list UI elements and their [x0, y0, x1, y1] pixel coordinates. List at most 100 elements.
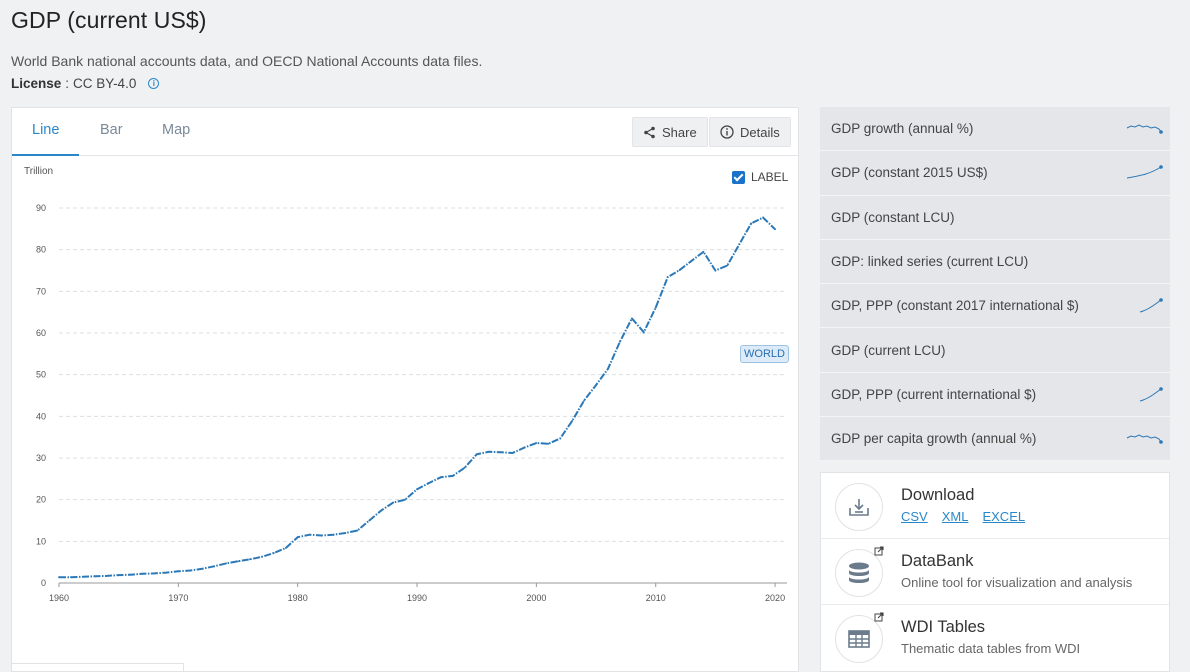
data-point	[595, 384, 597, 386]
data-point	[619, 340, 621, 343]
data-point	[308, 533, 311, 536]
related-indicator-label: GDP: linked series (current LCU)	[831, 254, 1029, 270]
y-tick-label: 50	[36, 370, 46, 380]
related-indicators: GDP growth (annual %) GDP (constant 2015 …	[820, 107, 1170, 462]
license-separator: :	[65, 76, 70, 91]
sparkline-icon	[1126, 165, 1163, 179]
data-point	[284, 547, 287, 549]
tab-line[interactable]: Line	[12, 108, 80, 156]
external-link-icon	[874, 546, 884, 556]
license: License : CC BY-4.0 i	[11, 76, 160, 91]
data-point	[404, 498, 406, 501]
databank-row[interactable]: DataBank Online tool for visualization a…	[821, 539, 1169, 605]
download-excel-link[interactable]: EXCEL	[982, 509, 1026, 524]
data-point	[249, 558, 251, 561]
series-line-world	[59, 216, 776, 579]
table-icon[interactable]	[835, 612, 884, 663]
related-indicator-label: GDP (constant 2015 US$)	[831, 165, 988, 181]
chart-card: Line Bar Map Share Details Trillion 0 10 20…	[11, 107, 799, 672]
data-point	[260, 555, 263, 558]
wdi-subtitle: Thematic data tables from WDI	[901, 641, 1081, 656]
data-point	[213, 565, 216, 568]
share-button[interactable]: Share	[632, 117, 708, 147]
data-point	[93, 575, 96, 578]
license-label: License	[11, 76, 62, 91]
related-indicator[interactable]: GDP (current LCU)	[820, 328, 1170, 373]
label-checkbox[interactable]	[732, 170, 745, 184]
wdi-title[interactable]: WDI Tables	[901, 618, 986, 636]
data-point	[750, 222, 753, 225]
sparkline-icon	[1139, 298, 1163, 313]
x-tick-label: 2020	[765, 593, 785, 603]
data-point	[58, 576, 60, 579]
y-tick-label: 20	[36, 495, 46, 505]
data-point	[762, 216, 765, 219]
data-point	[332, 533, 335, 536]
download-title: Download	[901, 486, 975, 504]
data-point	[428, 482, 430, 484]
info-icon	[720, 125, 734, 139]
page-title: GDP (current US$)	[11, 7, 207, 33]
data-point	[416, 488, 418, 491]
download-xml-link[interactable]: XML	[941, 509, 969, 524]
related-indicator[interactable]: GDP (constant LCU)	[820, 195, 1170, 240]
data-point	[177, 570, 180, 573]
y-tick-label: 60	[36, 328, 46, 338]
y-tick-label: 80	[36, 245, 46, 255]
data-point	[499, 451, 502, 454]
related-indicator[interactable]: GDP: linked series (current LCU)	[820, 239, 1170, 285]
data-point	[105, 575, 108, 577]
data-point	[392, 501, 395, 504]
data-point	[463, 466, 466, 469]
data-point	[296, 536, 299, 539]
data-point	[153, 572, 156, 575]
data-point	[165, 571, 168, 574]
source-note: World Bank national accounts data, and O…	[11, 53, 483, 69]
series-label-world: WORLD	[740, 345, 789, 363]
data-point	[547, 442, 550, 445]
data-point	[368, 519, 371, 522]
label-toggle[interactable]: LABEL	[732, 170, 788, 184]
data-point	[630, 317, 633, 320]
gdp-line-chart: Trillion 0 10 20 30 40 50 60 70 80 90 1960 1970 1980 1…	[24, 166, 787, 603]
data-point	[70, 576, 72, 579]
y-tick-label: 10	[36, 536, 46, 546]
related-indicator-label: GDP growth (annual %)	[831, 121, 974, 137]
data-point	[129, 573, 132, 576]
x-tick-label: 1980	[288, 593, 308, 603]
data-point	[738, 243, 741, 246]
databank-title[interactable]: DataBank	[901, 552, 974, 570]
related-indicator[interactable]: GDP growth (annual %)	[820, 107, 1170, 152]
data-point	[141, 572, 144, 575]
data-point	[702, 250, 705, 253]
related-indicator-label: GDP per capita growth (annual %)	[831, 431, 1037, 447]
y-axis-unit-label: Trillion	[24, 166, 53, 177]
x-tick-label: 2010	[646, 593, 666, 603]
data-point	[535, 442, 538, 444]
related-indicator[interactable]: GDP per capita growth (annual %)	[820, 417, 1170, 462]
y-tick-label: 40	[36, 411, 46, 421]
related-indicator[interactable]: GDP, PPP (current international $)	[820, 372, 1170, 418]
related-indicator[interactable]: GDP (constant 2015 US$)	[820, 151, 1170, 196]
license-value: CC BY-4.0	[73, 76, 137, 91]
sparkline-icon	[1126, 434, 1163, 445]
details-button[interactable]: Details	[709, 117, 791, 147]
x-tick-label: 1960	[49, 593, 69, 603]
data-point	[642, 331, 645, 334]
related-indicator-label: GDP (current LCU)	[831, 342, 946, 358]
data-point	[225, 562, 227, 565]
data-point	[583, 399, 586, 402]
info-icon[interactable]: i	[148, 78, 160, 89]
y-tick-label: 70	[36, 286, 46, 296]
sparkline-icon	[1139, 387, 1163, 402]
database-icon[interactable]	[835, 546, 884, 597]
wdi-row[interactable]: WDI Tables Thematic data tables from WDI	[821, 605, 1169, 671]
tab-bar[interactable]: Bar	[100, 122, 123, 138]
share-label: Share	[662, 124, 697, 140]
related-indicator[interactable]: GDP, PPP (constant 2017 international $)	[820, 284, 1170, 329]
tab-map[interactable]: Map	[162, 122, 191, 138]
download-csv-link[interactable]: CSV	[901, 509, 928, 524]
data-point	[726, 264, 729, 267]
data-point	[201, 567, 204, 570]
download-icon[interactable]	[835, 483, 883, 531]
